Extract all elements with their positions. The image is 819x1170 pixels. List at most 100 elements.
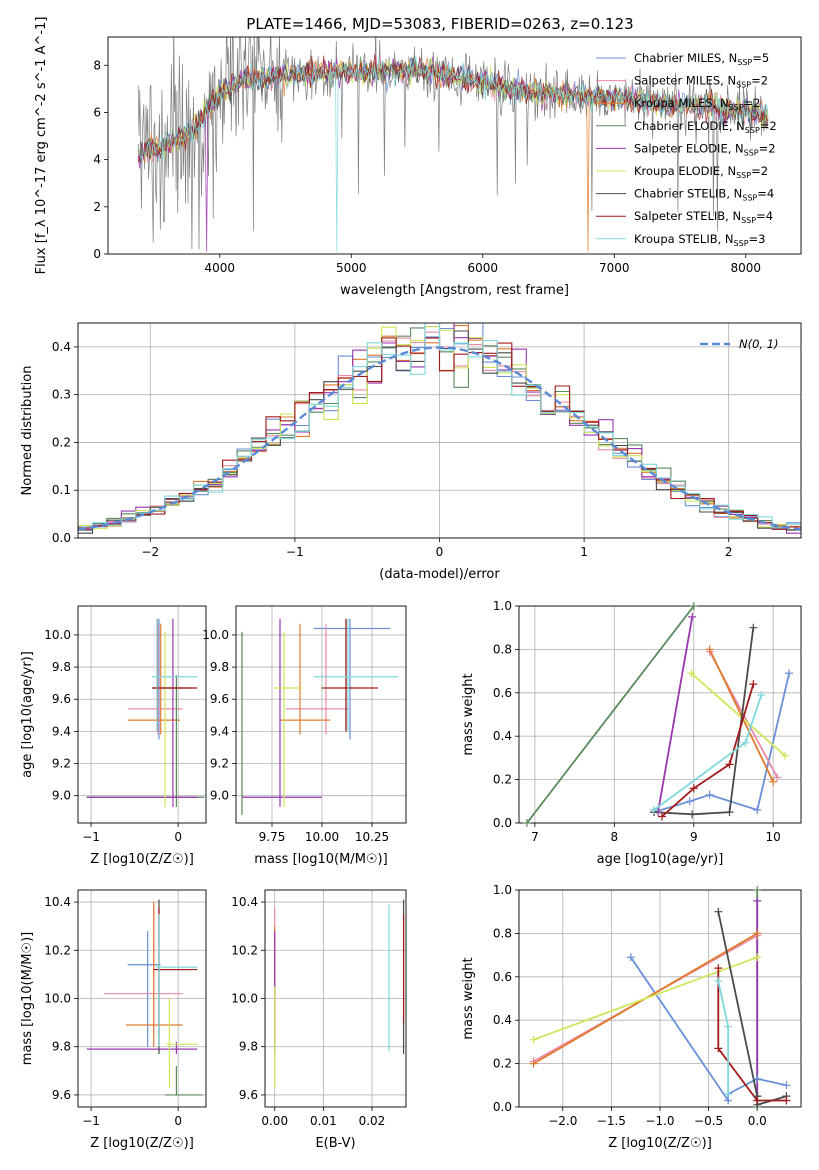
weight_vs_Z-marker-salpeter-stelib [714,1044,723,1053]
age_vs_mass-frame [235,605,407,824]
mass_vs_Z-axes: −1 0 9.6 9.8 10.0 10.2 10.4 Z [log10(Z/Z☉)] mass… [20,889,207,1151]
mass_vs_Z-xlabel: Z [log10(Z/Z☉)] [90,1136,194,1151]
age_vs_Z-ytick-label: 9.8 [52,660,71,674]
weight_vs_age-line-salpeter-stelib [661,683,755,818]
mass_vs_Z-xtick-label: 0 [174,1114,182,1128]
weight_vs_Z-marker-kroupa-stelib [714,977,723,986]
age_vs_Z-ytick-label: 9.0 [52,789,71,803]
mass_vs_Z-ytick-label: 9.6 [52,1088,71,1102]
weight_vs_age-ytick-label: 0.0 [493,816,512,830]
mass_vs_ebv-xtick-label: 0.00 [261,1114,288,1128]
weight_vs_Z-ytick-label: 1.0 [493,883,512,897]
weight_vs_age-marker-chabrier-elodie [522,819,531,827]
spectrum-ytick-label: 8 [93,58,101,72]
spectrum-xtick-label: 5000 [336,261,367,275]
weight_vs_Z-marker-chabrier-miles [753,1074,762,1083]
age_vs_Z-axes: −1 0 9.0 9.2 9.4 9.6 9.8 10.0 Z [log10(Z/Z☉)] age… [20,605,207,867]
age_vs_mass-ytick-label: 9.2 [210,757,229,771]
weight_vs_Z-xtick-label: −2.0 [548,1114,577,1128]
spectrum-xtick-label: 8000 [730,261,761,275]
weight_vs_Z-ytick-label: 0.0 [493,1100,512,1114]
legend-label-chabrier-stelib: Chabrier STELIB, NSSP=4 [634,187,774,203]
age_vs_mass-ytick-label: 9.0 [210,789,229,803]
mass_vs_Z-ytick-label: 10.2 [44,943,71,957]
residuals-xtick-label: −1 [286,545,304,559]
weight_vs_Z-line-kroupa-stelib [717,980,729,1094]
weight_vs_age-marker-salpeter-stelib [689,784,698,793]
weight_vs_age-line-chabrier-stelib [653,627,755,816]
age_vs_mass-xlabel: mass [log10(M/M☉)] [254,852,387,867]
spectrum-plot-area [137,37,769,252]
weight_vs_age-line-chabrier-miles [653,673,790,813]
age_vs_mass-ytick-label: 10.0 [202,628,229,642]
weight_vs_age-marker-chabrier-miles [705,790,714,799]
age_vs_Z-plot-area [86,618,205,807]
legend-label-chabrier-elodie: Chabrier ELODIE, NSSP=2 [634,119,777,135]
weight_vs_age-marker-kroupa-miles [705,645,714,654]
residuals-xtick-label: 2 [725,545,733,559]
age_vs_Z-xlabel: Z [log10(Z/Z☉)] [90,852,194,867]
weight_vs_age-xtick-label: 9 [690,830,698,844]
age_vs_Z-ylabel: age [log10(age/yr)] [20,651,35,778]
mass_vs_Z-ylabel: mass [log10(M/M☉)] [20,932,35,1065]
residuals-ytick-label: 0.2 [52,435,71,449]
residuals-frame [77,322,802,539]
residuals-ylabel: Normed distribution [20,366,35,496]
age_vs_Z-xtick-label: −1 [82,830,100,844]
weight_vs_age-marker-kroupa-stelib [650,805,659,814]
weight_vs_age-marker-chabrier-stelib [725,808,734,817]
age_vs_mass-ytick-label: 9.6 [210,692,229,706]
mass_vs_Z-xtick-label: −1 [82,1114,100,1128]
mass_vs_Z-frame [77,889,207,1108]
weight_vs_age-marker-kroupa-stelib [741,738,750,747]
weight_vs_Z-line-salpeter-stelib [717,968,787,1102]
residuals-ytick-label: 0.0 [52,531,71,545]
weight_vs_Z-ylabel: mass weight [461,957,476,1039]
age_vs_Z-xtick-label: 0 [174,830,182,844]
mass_vs_ebv-xtick-label: 0.01 [310,1114,337,1128]
weight_vs_age-plot-area [526,606,790,823]
residuals-axes: −2 −1 0 1 2 0.0 0.1 0.2 0.3 0.4 (data-model)/error… [20,322,802,582]
legend-label-kroupa-miles: Kroupa MILES, NSSP=2 [634,96,760,112]
weight_vs_age-frame [518,605,802,824]
age_vs_mass-axes: 9.75 10.00 10.25 9.0 9.2 9.4 9.6 9.8 10.0 mass [l… [202,605,407,867]
weight_vs_age-marker-salpeter-miles [773,773,782,782]
age_vs_Z-ytick-label: 9.6 [52,692,71,706]
weight_vs_age-marker-kroupa-miles [769,777,778,786]
mass_vs_ebv-ytick-label: 9.6 [239,1088,258,1102]
weight_vs_age-ytick-label: 0.4 [493,729,512,743]
age_vs_mass-xtick-label: 9.75 [259,830,286,844]
weight_vs_age-marker-chabrier-elodie [689,602,698,610]
weight_vs_Z-marker-chabrier-elodie [753,886,762,894]
weight_vs_age-marker-chabrier-miles [753,805,762,814]
weight_vs_Z-xtick-label: −1.0 [645,1114,674,1128]
weight_vs_age-marker-salpeter-stelib [749,680,758,689]
mass_vs_ebv-xlabel: E(B-V) [315,1136,355,1151]
weight_vs_age-xtick-label: 7 [531,830,539,844]
weight_vs_Z-marker-salpeter-stelib [714,964,723,973]
mass_vs_ebv-plot-area [274,899,405,1088]
legend-label-salpeter-stelib: Salpeter STELIB, NSSP=4 [634,209,773,225]
weight_vs_age-ylabel: mass weight [461,673,476,755]
weight_vs_Z-marker-kroupa-stelib [724,1022,733,1031]
gauss-legend-label: N(0, 1) [739,337,779,351]
weight_vs_Z-marker-chabrier-miles [626,953,635,962]
spectrum-legend: Chabrier MILES, NSSP=5 Salpeter MILES, NS… [596,51,777,248]
weight_vs_Z-marker-kroupa-elodie [529,1035,538,1044]
weight_vs_age-marker-chabrier-stelib [688,810,697,819]
weight_vs_Z-marker-chabrier-miles [782,1081,791,1090]
mass_vs_Z-ytick-label: 9.8 [52,1040,71,1054]
legend-label-salpeter-miles: Salpeter MILES, NSSP=2 [634,74,768,90]
weight_vs_Z-ytick-label: 0.6 [493,970,512,984]
legend-label-kroupa-elodie: Kroupa ELODIE, NSSP=2 [634,164,768,180]
residuals-xlabel: (data-model)/error [379,567,500,582]
spectrum-xtick-label: 7000 [599,261,630,275]
weight_vs_Z-marker-chabrier-stelib [714,907,723,916]
weight_vs_age-ytick-label: 0.8 [493,642,512,656]
weight_vs_age-marker-salpeter-elodie [688,612,697,621]
residuals-ytick-label: 0.3 [52,388,71,402]
weight_vs_Z-marker-salpeter-stelib [782,1096,791,1105]
spectrum-frame [107,36,802,255]
weight_vs_Z-marker-salpeter-stelib [753,1096,762,1105]
